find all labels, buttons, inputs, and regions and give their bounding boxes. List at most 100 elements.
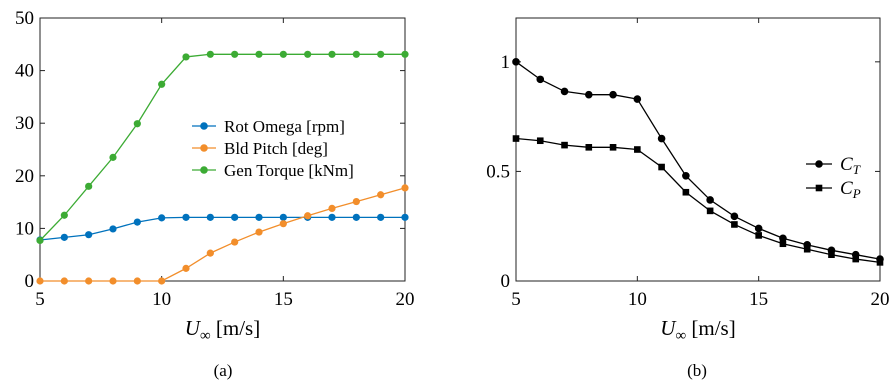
data-point <box>377 50 385 58</box>
data-point <box>231 238 239 246</box>
data-point <box>609 144 617 151</box>
data-point <box>133 277 141 285</box>
legend-symbol: C <box>840 178 853 199</box>
series-1-1 <box>512 135 884 266</box>
data-point <box>304 50 312 58</box>
x-axis-label-subscript: ∞ <box>675 328 686 344</box>
data-point <box>60 277 68 285</box>
x-tick-label: 15 <box>749 289 768 310</box>
series-line <box>515 137 881 264</box>
caption-b: (b) <box>687 361 707 380</box>
x-tick-label: 10 <box>152 289 171 310</box>
data-point <box>109 153 117 161</box>
data-point <box>158 214 166 222</box>
data-point <box>231 213 239 221</box>
data-point <box>255 50 263 58</box>
x-axis-label-subscript: ∞ <box>200 328 211 344</box>
data-point <box>231 50 239 58</box>
data-point <box>85 182 93 190</box>
data-point <box>60 211 68 219</box>
legend-marker <box>200 166 208 174</box>
data-point <box>328 213 336 221</box>
x-tick-label: 5 <box>35 289 45 310</box>
data-point <box>352 213 360 221</box>
data-point <box>585 144 593 151</box>
data-point <box>560 87 569 96</box>
x-axis-label-symbol: U <box>660 316 677 340</box>
legend-label: Gen Torque [kNm] <box>224 161 354 180</box>
data-point <box>706 207 714 215</box>
data-point <box>328 50 336 58</box>
data-point <box>85 277 93 285</box>
data-point <box>255 213 263 221</box>
data-point <box>182 213 190 221</box>
x-tick-label: 5 <box>511 289 521 310</box>
legend-label: CT <box>840 154 861 177</box>
data-point <box>109 225 117 233</box>
series-line <box>515 61 881 260</box>
series-1-0 <box>512 58 884 263</box>
data-point <box>876 259 884 266</box>
series-line <box>39 216 405 241</box>
data-point <box>352 197 360 206</box>
legend-marker <box>200 144 208 152</box>
data-point <box>536 137 544 145</box>
legend-marker <box>815 160 823 168</box>
legend-subscript: P <box>852 186 861 201</box>
data-point <box>182 53 190 61</box>
data-point <box>255 228 263 236</box>
data-point <box>377 213 385 221</box>
data-point <box>401 184 409 192</box>
y-tick-label: 0 <box>25 271 35 292</box>
data-point <box>512 135 520 142</box>
data-point <box>658 163 665 171</box>
legend: Rot Omega [rpm] Bld Pitch [deg] Gen Torque… <box>192 117 354 180</box>
data-point <box>85 231 93 239</box>
data-point <box>206 213 214 221</box>
data-point <box>828 251 835 258</box>
x-axis-label-symbol: U <box>185 316 202 340</box>
data-point <box>182 264 190 272</box>
data-point <box>730 212 739 221</box>
data-point <box>158 80 166 88</box>
data-point <box>561 141 568 149</box>
plot-frame <box>515 17 881 282</box>
data-point <box>36 277 44 285</box>
data-point <box>133 120 141 128</box>
data-point <box>779 234 787 243</box>
data-point <box>512 58 520 66</box>
plot-frame <box>39 17 406 282</box>
x-axis-label-unit: [m/s] <box>211 316 261 340</box>
data-point <box>206 50 214 58</box>
x-tick-label: 20 <box>396 289 415 310</box>
y-tick-label: 40 <box>15 61 34 82</box>
legend-label: CP <box>840 178 861 201</box>
data-point <box>706 196 714 204</box>
y-tick-label: 1 <box>501 52 511 73</box>
data-point <box>304 212 312 220</box>
legend-label: Rot Omega [rpm] <box>224 117 345 136</box>
data-point <box>682 188 690 196</box>
legend-symbol: C <box>840 154 853 175</box>
y-tick-label: 30 <box>15 113 34 134</box>
data-point <box>536 75 545 84</box>
data-point <box>585 90 593 99</box>
caption-a: (a) <box>214 361 233 380</box>
x-tick-label: 10 <box>628 289 647 310</box>
data-point <box>279 50 287 58</box>
series-0-1 <box>36 184 409 285</box>
legend-subscript: T <box>853 162 861 177</box>
chart-panel-a: 5 10 15 20 0 10 20 30 40 50 U∞ [m/s] Rot Omega [rpm… <box>15 8 415 344</box>
data-point <box>279 213 287 221</box>
data-point <box>133 218 141 226</box>
series-line <box>40 187 406 282</box>
y-tick-label: 20 <box>15 166 34 187</box>
data-point <box>634 146 641 153</box>
data-point <box>779 240 787 248</box>
data-point <box>852 255 860 263</box>
data-point <box>109 277 117 285</box>
data-point <box>682 172 690 180</box>
legend-marker <box>200 122 208 130</box>
